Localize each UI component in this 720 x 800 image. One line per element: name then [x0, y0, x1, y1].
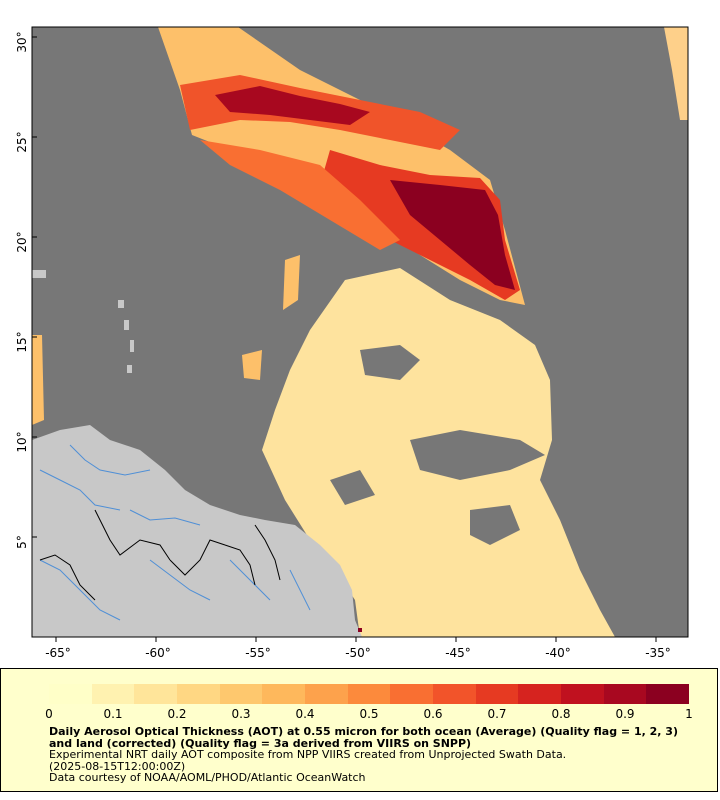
x-axis	[55, 637, 657, 642]
land-south-america	[32, 425, 362, 637]
country-borders	[39, 509, 281, 601]
swath-west-patch-3	[242, 350, 262, 380]
y-tick-label: 30°	[15, 31, 29, 52]
colorbar-swatch	[518, 684, 562, 704]
swath-east-strip	[664, 27, 688, 120]
caption-description: Experimental NRT daily AOT composite fro…	[49, 748, 567, 761]
x-tick-label: -40°	[545, 646, 571, 660]
x-tick-label: -60°	[145, 646, 171, 660]
colorbar-tick-label: 1	[685, 707, 693, 721]
swath-west-patch	[283, 255, 300, 310]
rivers	[39, 444, 311, 621]
island-5	[32, 270, 46, 278]
colorbar-swatch	[561, 684, 604, 704]
y-axis	[32, 36, 37, 538]
colorbar-labels: 0 0.1 0.2 0.3 0.4 0.5 0.6 0.7 0.8 0.9 1	[45, 707, 693, 721]
colorbar-swatch	[305, 684, 348, 704]
x-tick-label: -35°	[645, 646, 671, 660]
colorbar-swatch	[646, 684, 690, 704]
colorbar-tick-label: 0.7	[487, 707, 507, 721]
island-3	[130, 340, 134, 352]
y-tick-label: 10°	[15, 431, 29, 452]
caption-credit: Data courtesy of NOAA/AOML/PHOD/Atlantic…	[49, 771, 366, 784]
swath-gap-2	[360, 345, 420, 380]
dust-plume-light	[200, 140, 400, 250]
caption-timestamp: (2025-08-15T12:00:00Z)	[49, 759, 186, 773]
y-tick-label: 5°	[15, 535, 29, 549]
x-tick-labels: -65° -60° -55° -50° -45° -40° -35°	[45, 646, 671, 660]
caption: Daily Aerosol Optical Thickness (AOT) at…	[49, 726, 689, 784]
colorbar-tick-label: 0.1	[103, 707, 123, 721]
colorbar-tick-label: 0.6	[423, 707, 443, 721]
colorbar-swatch	[390, 684, 434, 704]
y-tick-labels: 30° 25° 20° 15° 10° 5°	[15, 31, 29, 548]
colorbar-swatch	[91, 684, 135, 704]
swath-gap-1	[410, 430, 545, 480]
colorbar-swatch	[219, 684, 263, 704]
caption-title: Daily Aerosol Optical Thickness (AOT) at…	[49, 725, 678, 750]
colorbar-tick-label: 0.3	[231, 707, 251, 721]
y-tick-label: 25°	[15, 131, 29, 152]
x-tick-label: -55°	[245, 646, 271, 660]
colorbar-swatch	[177, 684, 220, 704]
x-tick-label: -65°	[45, 646, 71, 660]
colorbar-swatch	[347, 684, 391, 704]
colorbar-swatch	[262, 684, 306, 704]
y-tick-label: 15°	[15, 331, 29, 352]
aot-map: 30° 25° 20° 15° 10° 5° -65° -60° -55° -5…	[15, 26, 689, 660]
island-2	[124, 320, 129, 330]
colorbar-swatch	[603, 684, 647, 704]
colorbar-tick-label: 0	[45, 707, 53, 721]
x-tick-label: -50°	[345, 646, 371, 660]
map-frame	[31, 26, 689, 638]
colorbar	[49, 684, 690, 704]
colorbar-tick-label: 0.4	[295, 707, 315, 721]
swath-gap-4	[330, 470, 375, 505]
x-tick-label: -45°	[445, 646, 471, 660]
y-tick-label: 20°	[15, 231, 29, 252]
colorbar-tick-label: 0.8	[551, 707, 571, 721]
island-1	[118, 300, 124, 308]
dust-plume-upper-core	[215, 86, 370, 125]
colorbar-swatch	[134, 684, 178, 704]
colorbar-swatch	[49, 684, 92, 704]
colorbar-swatch	[433, 684, 476, 704]
dust-plume-lower-core	[390, 180, 515, 290]
swath-west-patch-2	[32, 335, 44, 425]
colorbar-swatch	[475, 684, 519, 704]
island-4	[127, 365, 132, 373]
colorbar-tick-label: 0.2	[167, 707, 187, 721]
colorbar-tick-label: 0.5	[359, 707, 379, 721]
colorbar-tick-label: 0.9	[615, 707, 635, 721]
legend-panel: 0 0.1 0.2 0.3 0.4 0.5 0.6 0.7 0.8 0.9 1 Daily Aero…	[0, 668, 718, 792]
swath-gap-3	[470, 505, 520, 545]
aot-hotspot	[358, 628, 362, 632]
